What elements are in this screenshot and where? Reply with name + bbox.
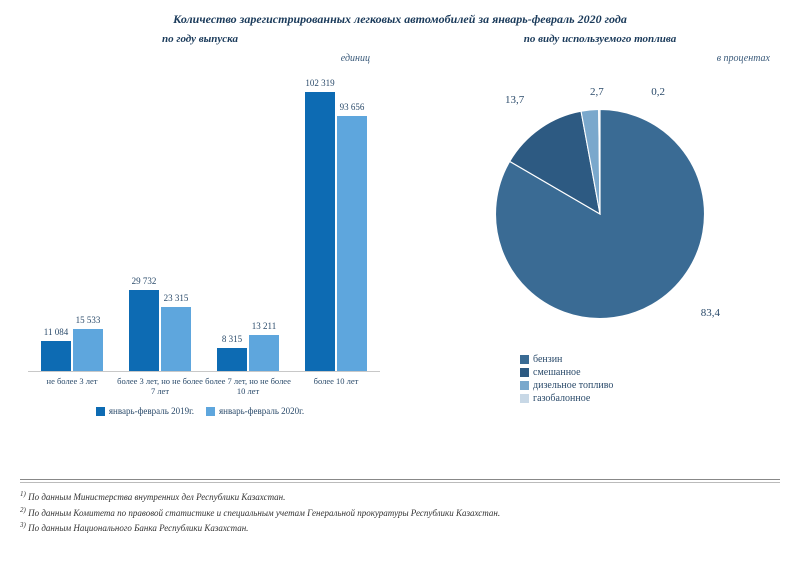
charts-row: по году выпуска единиц 11 08415 53329 73… bbox=[0, 31, 800, 471]
pie-plot-area: 83,413,72,70,2 bbox=[490, 104, 710, 324]
divider bbox=[20, 479, 780, 480]
pie-legend-item: газобалонное bbox=[520, 393, 790, 404]
bar-x-labels: не более 3 летболее 3 лет, но не более 7… bbox=[28, 376, 380, 396]
pie-legend-item: смешанное bbox=[520, 367, 790, 378]
bar-x-label: более 10 лет bbox=[292, 376, 380, 396]
pie-chart-panel: по виду используемого топлива в процента… bbox=[400, 31, 800, 471]
legend-swatch-icon bbox=[206, 407, 215, 416]
bar: 8 315 bbox=[217, 348, 247, 371]
bar: 15 533 bbox=[73, 329, 103, 371]
legend-swatch-icon bbox=[520, 355, 529, 364]
bar-x-label: не более 3 лет bbox=[28, 376, 116, 396]
bar-legend-item: январь-февраль 2019г. bbox=[96, 406, 194, 416]
legend-label: смешанное bbox=[533, 367, 581, 378]
bar-value-label: 29 732 bbox=[129, 276, 159, 286]
legend-swatch-icon bbox=[520, 368, 529, 377]
bar-subtitle: по году выпуска bbox=[10, 33, 390, 45]
pie-slice-label: 0,2 bbox=[651, 86, 665, 98]
pie-legend: бензин смешанное дизельное топливо газобало… bbox=[520, 354, 790, 404]
pie-slice-label: 83,4 bbox=[701, 307, 720, 319]
legend-label: бензин bbox=[533, 354, 562, 365]
bar-plot-area: 11 08415 53329 73223 3158 31513 211102 3… bbox=[28, 72, 380, 372]
bar-legend: январь-февраль 2019г. январь-февраль 2020… bbox=[10, 406, 390, 418]
bar-value-label: 13 211 bbox=[249, 321, 279, 331]
legend-label: январь-февраль 2020г. bbox=[219, 406, 304, 416]
bar: 11 084 bbox=[41, 341, 71, 371]
legend-swatch-icon bbox=[520, 381, 529, 390]
divider-thin bbox=[20, 482, 780, 483]
bar-value-label: 15 533 bbox=[73, 315, 103, 325]
footnote: 1) По данным Министерства внутренних дел… bbox=[20, 489, 780, 505]
bar-unit: единиц bbox=[10, 53, 390, 64]
pie-svg bbox=[490, 104, 710, 324]
main-title: Количество зарегистрированных легковых а… bbox=[0, 0, 800, 31]
bar-group: 29 73223 315 bbox=[129, 290, 191, 371]
bar-x-label: более 3 лет, но не более 7 лет bbox=[116, 376, 204, 396]
bar-legend-item: январь-февраль 2020г. bbox=[206, 406, 304, 416]
bar-value-label: 102 319 bbox=[305, 78, 335, 88]
bar-value-label: 8 315 bbox=[217, 334, 247, 344]
pie-slice-label: 13,7 bbox=[505, 94, 524, 106]
footnote: 2) По данным Комитета по правовой статис… bbox=[20, 505, 780, 521]
bar-chart-panel: по году выпуска единиц 11 08415 53329 73… bbox=[0, 31, 400, 471]
legend-label: газобалонное bbox=[533, 393, 590, 404]
bar-group: 8 31513 211 bbox=[217, 335, 279, 371]
pie-subtitle: по виду используемого топлива bbox=[410, 33, 790, 45]
bar: 13 211 bbox=[249, 335, 279, 371]
legend-swatch-icon bbox=[96, 407, 105, 416]
bar-value-label: 93 656 bbox=[337, 102, 367, 112]
legend-label: январь-февраль 2019г. bbox=[109, 406, 194, 416]
footnote: 3) По данным Национального Банка Республ… bbox=[20, 520, 780, 536]
bar-x-label: более 7 лет, но не более 10 лет bbox=[204, 376, 292, 396]
bar-value-label: 11 084 bbox=[41, 327, 71, 337]
pie-legend-item: бензин bbox=[520, 354, 790, 365]
bar: 93 656 bbox=[337, 116, 367, 371]
legend-swatch-icon bbox=[520, 394, 529, 403]
footnotes: 1) По данным Министерства внутренних дел… bbox=[0, 489, 800, 544]
bar-value-label: 23 315 bbox=[161, 293, 191, 303]
legend-label: дизельное топливо bbox=[533, 380, 613, 391]
bar: 102 319 bbox=[305, 92, 335, 371]
pie-legend-item: дизельное топливо bbox=[520, 380, 790, 391]
bar: 29 732 bbox=[129, 290, 159, 371]
bar-group: 11 08415 533 bbox=[41, 329, 103, 371]
pie-unit: в процентах bbox=[410, 53, 790, 64]
pie-slice-label: 2,7 bbox=[590, 86, 604, 98]
bar: 23 315 bbox=[161, 307, 191, 371]
bar-group: 102 31993 656 bbox=[305, 92, 367, 371]
